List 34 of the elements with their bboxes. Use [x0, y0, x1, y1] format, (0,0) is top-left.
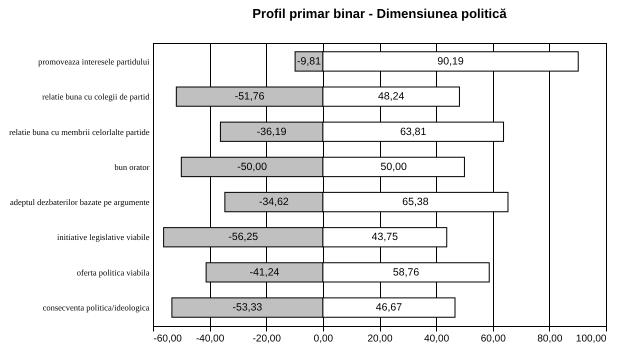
x-tick-label: 100,00: [576, 334, 607, 344]
y-tick-label: adeptul dezbaterilor bazate pe argumente: [10, 197, 150, 208]
data-label: -34,62: [258, 196, 289, 208]
y-tick-label: relatie buna cu colegii de partid: [42, 92, 150, 102]
data-label: -56,25: [228, 231, 258, 244]
data-label: -53,33: [232, 302, 262, 314]
x-tick-label: -20,00: [252, 334, 282, 344]
data-label: 63,81: [400, 126, 426, 138]
data-label: 43,75: [372, 231, 398, 244]
data-label: -50,00: [237, 160, 268, 173]
x-tick-label: 20,00: [367, 334, 393, 344]
x-tick-label: 80,00: [537, 334, 563, 344]
data-label: 65,38: [402, 196, 429, 208]
x-tick-label: 40,00: [424, 334, 450, 344]
chart-title: Profil primar binar - Dimensiunea politică: [252, 6, 508, 21]
data-label: -41,24: [250, 266, 280, 278]
x-tick-label: 0,00: [314, 334, 334, 344]
y-tick-label: bun orator: [114, 162, 150, 172]
y-tick-label: oferta politica viabila: [76, 267, 150, 278]
data-label: -51,76: [234, 90, 265, 103]
data-label: 58,76: [392, 266, 420, 278]
y-tick-label: promoveaza interesele partidului: [38, 56, 150, 66]
data-label: 46,67: [376, 302, 402, 314]
x-tick-label: -40,00: [196, 334, 225, 344]
data-label: -36,19: [256, 126, 287, 138]
data-label: 50,00: [380, 160, 407, 173]
x-tick-label: -60,00: [154, 334, 182, 344]
y-tick-label: initiative legislative viabile: [56, 232, 150, 242]
x-tick-label: 60,00: [480, 334, 506, 344]
data-label: -9,81: [297, 55, 322, 68]
data-label: 48,24: [378, 90, 404, 103]
y-tick-label: relatie buna cu membrii celorlalte partide: [9, 126, 150, 137]
y-tick-label: consecventa politica/ideologica: [42, 302, 150, 313]
data-label: 90,19: [437, 55, 464, 68]
